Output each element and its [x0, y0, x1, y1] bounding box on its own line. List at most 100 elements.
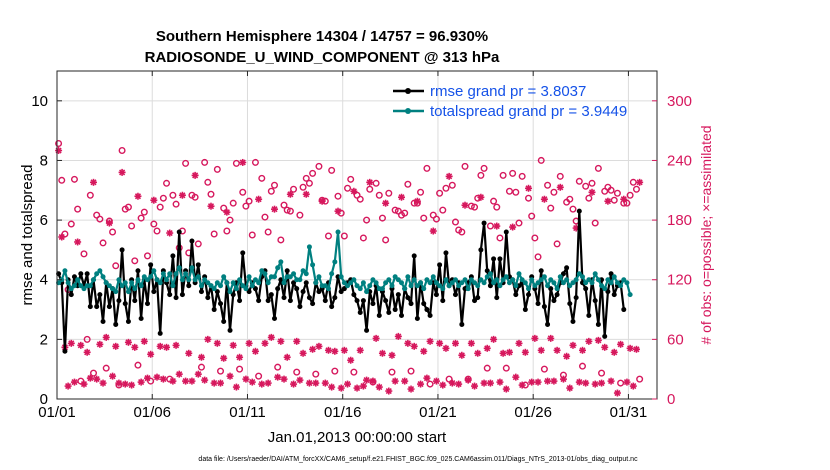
obs-assimilated-point [137, 378, 145, 386]
y2-tick-label: 60 [667, 331, 684, 348]
obs-assimilated-point [598, 379, 606, 387]
asterisk-stroke [90, 179, 97, 186]
asterisk-stroke [484, 345, 491, 352]
obs-possible-point [248, 231, 256, 239]
obs-assimilated-point [521, 348, 529, 356]
rmse-point [586, 313, 592, 319]
obs-assimilated-point [185, 349, 193, 357]
obs-assimilated-point [505, 348, 513, 356]
obs-assimilated-point [350, 187, 358, 195]
asterisk-stroke [550, 378, 557, 385]
asterisk-stroke [541, 196, 548, 203]
obs-assimilated-point [124, 338, 132, 346]
rmse-point [570, 318, 576, 324]
obs-assimilated-point [140, 337, 148, 345]
asterisk-stroke [376, 384, 383, 391]
spread-point [503, 274, 509, 280]
spread-point [529, 277, 535, 283]
spread-point [583, 280, 589, 286]
obs-assimilated-point [258, 380, 266, 388]
spread-point [430, 274, 436, 280]
obs-assimilated-point [309, 345, 317, 353]
rmse-point [608, 271, 614, 277]
asterisk-stroke [347, 357, 354, 364]
spread-point [462, 277, 468, 283]
spread-point [110, 286, 116, 292]
asterisk-stroke [598, 380, 605, 387]
spread-point [278, 259, 284, 265]
obs-assimilated-point [553, 346, 561, 354]
asterisk-stroke [249, 379, 256, 386]
obs-possible-point [547, 204, 555, 212]
rmse-point [179, 292, 185, 298]
spread-point [418, 280, 424, 286]
obs-possible-point [128, 222, 136, 230]
rmse-point [310, 301, 316, 307]
obs-assimilated-point [540, 195, 548, 203]
spread-point [71, 283, 77, 289]
obs-possible-point [486, 222, 494, 230]
spread-point [202, 277, 208, 283]
asterisk-stroke [534, 379, 542, 386]
asterisk-stroke [369, 378, 376, 385]
spread-point [452, 277, 458, 283]
chart-subtitle: RADIOSONDE_U_WIND_COMPONENT @ 313 hPa [145, 49, 500, 66]
spread-point [129, 280, 135, 286]
rmse-point [170, 253, 176, 259]
obs-assimilated-point [286, 190, 294, 198]
rmse-point [71, 274, 77, 280]
asterisk-stroke [531, 335, 538, 342]
spread-point [570, 280, 576, 286]
spread-point [297, 277, 303, 283]
legend-rmse-marker [405, 88, 411, 94]
obs-possible-point [391, 206, 399, 214]
rmse-point [522, 307, 528, 313]
obs-possible-point [172, 200, 180, 208]
obs-possible-point [226, 216, 234, 224]
obs-assimilated-point [210, 379, 218, 387]
obs-possible-point [90, 369, 98, 377]
obs-assimilated-point [277, 337, 285, 345]
spread-point [478, 277, 484, 283]
spread-point [154, 277, 160, 283]
obs-assimilated-point [169, 377, 177, 385]
asterisk-stroke [309, 346, 316, 353]
obs-possible-point [274, 363, 282, 371]
obs-assimilated-point [448, 379, 456, 387]
asterisk-stroke [274, 374, 281, 381]
rmse-point [341, 286, 347, 292]
rmse-point [68, 292, 74, 298]
obs-assimilated-point [188, 377, 196, 385]
obs-assimilated-point [86, 374, 94, 382]
rmse-point [592, 298, 598, 304]
obs-possible-point [553, 240, 561, 248]
spread-point [164, 277, 170, 283]
obs-possible-point [331, 367, 339, 375]
obs-possible-point [540, 365, 548, 373]
y2-tick-label: 0 [667, 391, 675, 408]
obs-possible-point [613, 189, 621, 197]
spread-point [68, 286, 74, 292]
obs-assimilated-point [251, 347, 259, 355]
spread-point [325, 286, 331, 292]
obs-assimilated-point [290, 380, 298, 388]
obs-possible-point [534, 253, 542, 261]
obs-assimilated-point [213, 339, 221, 347]
obs-possible-point [585, 194, 593, 202]
spread-point [179, 277, 185, 283]
obs-assimilated-point [182, 377, 190, 385]
asterisk-stroke [147, 351, 154, 358]
asterisk-stroke [433, 378, 440, 385]
obs-assimilated-point [134, 192, 142, 200]
obs-possible-point [242, 202, 250, 210]
rmse-point [205, 295, 211, 301]
obs-possible-point [594, 164, 602, 172]
obs-assimilated-point [147, 350, 155, 358]
obs-possible-point [344, 184, 352, 192]
asterisk-stroke [131, 344, 138, 351]
obs-possible-point [143, 252, 151, 260]
obs-assimilated-point [604, 197, 612, 205]
spread-point [291, 271, 297, 277]
obs-possible-point [156, 203, 164, 211]
